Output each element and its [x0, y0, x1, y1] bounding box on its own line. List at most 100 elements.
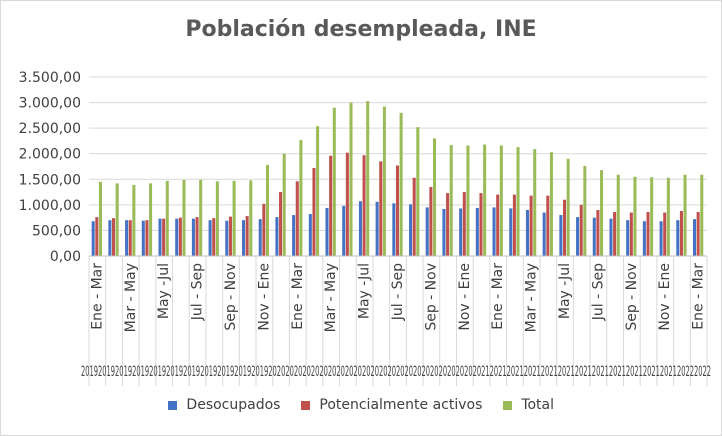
x-year-labels: 2019201920192019201920192019201920192019… [81, 364, 711, 380]
x-tick-label: Mar - May [123, 263, 139, 332]
bar-potencialmente-activos [696, 212, 700, 256]
bar-potencialmente-activos [295, 181, 299, 256]
y-tick-label: 1.000,00 [19, 198, 81, 214]
x-tick-label: Sep - Nov [223, 263, 239, 331]
bar-total [199, 179, 203, 256]
bar-total [332, 107, 336, 256]
bar-desocupados [576, 217, 580, 256]
bar-desocupados [459, 208, 463, 256]
bar-total [433, 138, 437, 256]
x-tick-label: Sep - Nov [423, 263, 439, 331]
bar-total [499, 145, 503, 256]
bar-desocupados [342, 205, 346, 256]
bar-desocupados [676, 220, 680, 256]
bar-potencialmente-activos [562, 199, 567, 256]
bars [91, 101, 704, 257]
y-tick-label: 2.500,00 [19, 121, 81, 137]
legend-label: Desocupados [186, 397, 281, 413]
bar-total [516, 147, 520, 256]
x-tick-label: Jul - Sep [390, 263, 406, 321]
bar-potencialmente-activos [112, 218, 116, 256]
x-tick-label: Nov - Ene [457, 263, 473, 331]
bar-potencialmente-activos [529, 195, 533, 256]
bar-total [215, 181, 219, 256]
bar-desocupados [241, 220, 246, 256]
x-tick-label: Jul - Sep [590, 263, 606, 321]
bar-total [600, 170, 604, 256]
y-tick-label: 2.000,00 [19, 147, 81, 163]
bar-potencialmente-activos [212, 218, 216, 256]
bar-potencialmente-activos [512, 194, 516, 256]
bar-total [633, 176, 637, 256]
bar-total [533, 149, 537, 256]
bar-potencialmente-activos [178, 217, 182, 256]
bar-desocupados [609, 218, 613, 256]
legend-label: Total [521, 397, 555, 413]
bar-potencialmente-activos [195, 217, 199, 256]
bar-desocupados [509, 208, 513, 256]
legend: Desocupados Potencialmente activos Total [1, 397, 721, 413]
bar-desocupados [141, 220, 145, 256]
bar-total [132, 184, 136, 256]
y-tick-label: 1.500,00 [19, 172, 81, 188]
bar-total [232, 180, 236, 256]
bar-potencialmente-activos [362, 155, 366, 256]
x-tick-label: Sep - Nov [624, 263, 640, 331]
legend-item-total: Total [502, 397, 555, 413]
bar-total [399, 112, 403, 256]
bar-desocupados [308, 214, 312, 256]
bar-desocupados [191, 218, 195, 256]
chart-title: Población desempleada, INE [185, 17, 537, 42]
legend-swatch [167, 400, 177, 410]
bar-total [683, 174, 687, 256]
legend-item-potencialmente-activos: Potencialmente activos [300, 397, 482, 413]
x-tick-label: Ene - Mar [89, 263, 105, 330]
bar-potencialmente-activos [145, 220, 149, 256]
legend-swatch [300, 400, 310, 410]
y-axis: 0,00 500,00 1.000,00 1.500,00 2.000,00 2.500,… [19, 70, 81, 265]
bar-potencialmente-activos [228, 216, 232, 256]
bar-potencialmente-activos [646, 212, 650, 256]
x-tick-label: Nov - Ene [657, 263, 673, 331]
bar-desocupados [358, 201, 362, 256]
bar-total [449, 145, 453, 256]
bar-total [282, 153, 286, 256]
bar-desocupados [275, 217, 279, 256]
x-tick-label: Nov - Ene [256, 263, 272, 331]
bar-potencialmente-activos [245, 216, 249, 256]
bar-potencialmente-activos [262, 203, 266, 256]
bar-desocupados [692, 219, 697, 256]
bar-potencialmente-activos [679, 210, 683, 256]
bar-potencialmente-activos [412, 177, 416, 256]
x-axis: Ene - Mar Mar - May May -Jul Jul - Sep Sep -… [81, 255, 711, 386]
bar-total [483, 144, 487, 256]
bar-total [165, 180, 169, 256]
bar-total [299, 139, 303, 256]
bar-total [265, 164, 270, 256]
bar-desocupados [292, 215, 296, 256]
bar-desocupados [542, 212, 546, 256]
legend-swatch [502, 400, 512, 410]
bar-total [316, 126, 320, 257]
bar-desocupados [208, 220, 212, 256]
bar-total [366, 101, 370, 256]
bar-desocupados [125, 220, 129, 256]
bar-total [650, 177, 654, 256]
x-tick-label: Jul - Sep [190, 263, 206, 321]
bar-total [566, 158, 570, 256]
bar-total [616, 174, 620, 256]
bar-potencialmente-activos [663, 212, 667, 256]
x-tick-label: Ene - Mar [290, 263, 306, 330]
bar-potencialmente-activos [379, 161, 383, 256]
bar-total [98, 181, 102, 256]
x-tick-label: May -Jul [357, 263, 373, 319]
bar-desocupados [91, 221, 95, 256]
bar-desocupados [392, 203, 396, 256]
bar-potencialmente-activos [395, 165, 399, 256]
bar-total [583, 165, 587, 256]
bar-desocupados [492, 207, 496, 256]
bar-potencialmente-activos [613, 212, 617, 256]
bar-total [416, 127, 420, 257]
